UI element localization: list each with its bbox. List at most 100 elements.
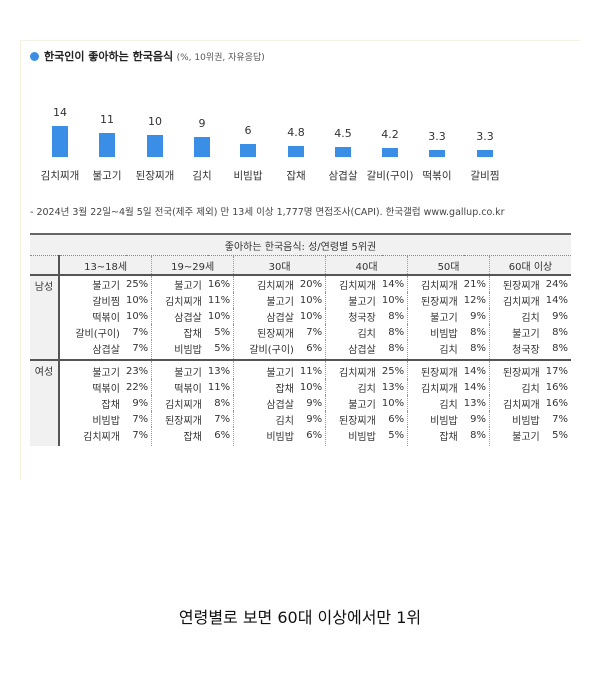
table-row: 남성 불고기 25% 불고기 16% 김치찌개 20% 김치찌개 14% 김치찌개 21% 된장찌개 2… <box>30 275 571 360</box>
bar <box>477 150 493 157</box>
bar-category-label: 불고기 <box>92 170 122 182</box>
food-name: 삼겹살 <box>348 344 376 356</box>
food-name: 잡채 <box>439 431 458 443</box>
food-name: 김치 <box>357 383 376 395</box>
food-percent: 5% <box>207 340 235 360</box>
food-percent: 8% <box>463 427 490 446</box>
food-percent: 7% <box>299 324 327 340</box>
food-percent: 7% <box>125 411 153 427</box>
food-percent: 9% <box>463 411 490 427</box>
survey-footnote: - 2024년 3월 22일~4월 5일 전국(제주 제외) 만 13세 이상 … <box>30 207 505 218</box>
food-name: 불고기 <box>266 296 294 308</box>
food-percent: 11% <box>207 292 235 308</box>
food-percent: 8% <box>552 342 568 354</box>
food-percent: 13% <box>207 359 235 379</box>
age-group-header: 50대 <box>407 255 490 276</box>
bar <box>99 133 115 157</box>
food-name: 불고기 <box>348 296 376 308</box>
chart-title: 한국인이 좋아하는 한국음식 (%, 10위권, 자유응답) <box>30 48 265 64</box>
food-percent: 13% <box>381 379 409 395</box>
sex-label: 여성 <box>30 359 60 446</box>
food-name: 잡채 <box>183 431 202 443</box>
age-group-header: 30대 <box>233 255 326 276</box>
food-percent: 8% <box>381 340 409 360</box>
food-name: 김치찌개 <box>420 280 458 292</box>
food-percent: 9% <box>552 310 568 322</box>
bar-value-label: 3.3 <box>428 130 446 143</box>
sex-label: 남성 <box>30 275 60 360</box>
food-name: 불고기 <box>233 359 300 379</box>
food-name: 김치 <box>439 344 458 356</box>
table-row: 떡볶이 10% 삼겹살 10% 삼겹살 10% 청국장 8% 불고기 9% 김치 9% <box>30 308 571 324</box>
food-percent: 21% <box>463 275 490 292</box>
food-percent: 10% <box>299 308 327 324</box>
food-percent: 6% <box>299 340 327 360</box>
food-percent: 12% <box>463 292 490 308</box>
table-header-row: 13~18세 19~29세 30대 40대 50대 60대 이상 <box>30 255 571 276</box>
food-name: 불고기 <box>512 431 540 443</box>
table-caption: 좋아하는 한국음식: 성/연령별 5위권 <box>30 233 571 256</box>
food-name: 불고기 <box>92 280 120 292</box>
bar-category-label: 떡볶이 <box>422 170 452 182</box>
food-name: 불고기 <box>59 359 126 379</box>
food-percent: 14% <box>463 359 490 379</box>
food-percent: 14% <box>463 379 490 395</box>
food-percent: 8% <box>381 324 409 340</box>
bar-value-label: 4.8 <box>287 126 305 139</box>
food-percent: 6% <box>381 411 409 427</box>
food-percent: 9% <box>463 308 490 324</box>
food-name: 김치 <box>357 328 376 340</box>
food-name: 떡볶이 <box>92 383 120 395</box>
food-percent: 16% <box>545 397 568 409</box>
food-name: 불고기 <box>512 328 540 340</box>
bar-category-label: 잡채 <box>286 170 306 182</box>
bar-value-label: 3.3 <box>476 130 494 143</box>
food-percent: 10% <box>125 292 153 308</box>
panel-top-border <box>20 40 580 41</box>
food-percent: 11% <box>207 379 235 395</box>
food-percent: 9% <box>125 395 153 411</box>
food-name: 김치찌개 <box>420 383 458 395</box>
food-percent: 10% <box>381 292 409 308</box>
food-name: 김치 <box>521 312 540 324</box>
bullet-dot-icon <box>30 52 39 61</box>
food-name: 비빔밥 <box>348 431 376 443</box>
food-percent: 23% <box>125 359 153 379</box>
table-caption-row: 좋아하는 한국음식: 성/연령별 5위권 <box>30 233 571 256</box>
food-name: 불고기 <box>151 359 208 379</box>
bar-value-label: 14 <box>53 106 67 119</box>
food-name: 된장찌개 <box>339 415 376 427</box>
bar-category-label: 삼겹살 <box>328 170 358 182</box>
bar-category-label: 비빔밥 <box>233 170 263 182</box>
food-name: 잡채 <box>275 383 294 395</box>
food-name: 비빔밥 <box>512 415 540 427</box>
food-name: 불고기 <box>430 312 458 324</box>
food-name: 비빔밥 <box>266 431 294 443</box>
food-name: 김치찌개 <box>165 296 202 308</box>
food-percent: 24% <box>545 278 568 290</box>
food-name: 김치찌개 <box>83 431 120 443</box>
food-name: 된장찌개 <box>420 296 458 308</box>
table-row: 비빔밥 7% 된장찌개 7% 김치 9% 된장찌개 6% 비빔밥 9% 비빔밥 7% <box>30 411 571 427</box>
bar <box>429 150 445 157</box>
age-group-header: 40대 <box>325 255 408 276</box>
table-row: 삼겹살 7% 비빔밥 5% 갈비(구이) 6% 삼겹살 8% 김치 8% 청국장 8% <box>30 340 571 360</box>
food-name: 떡볶이 <box>92 312 120 324</box>
food-name: 김치찌개 <box>502 296 540 308</box>
food-name: 김치찌개 <box>339 280 376 292</box>
food-percent: 13% <box>463 395 490 411</box>
food-percent: 9% <box>299 411 327 427</box>
bar <box>194 137 210 157</box>
food-percent: 10% <box>299 292 327 308</box>
table-row: 김치찌개 7% 잡채 6% 비빔밥 6% 비빔밥 5% 잡채 8% 불고기 5% <box>30 427 571 446</box>
food-name: 김치 <box>521 383 540 395</box>
food-percent: 10% <box>381 395 409 411</box>
bar <box>147 135 163 157</box>
food-name: 된장찌개 <box>502 280 540 292</box>
food-name: 김치찌개 <box>325 359 382 379</box>
food-percent: 8% <box>552 326 568 338</box>
caption-text: 연령별로 보면 60대 이상에서만 1위 <box>178 608 422 627</box>
food-percent: 16% <box>207 275 235 292</box>
food-name: 청국장 <box>348 312 376 324</box>
food-name: 비빔밥 <box>92 415 120 427</box>
